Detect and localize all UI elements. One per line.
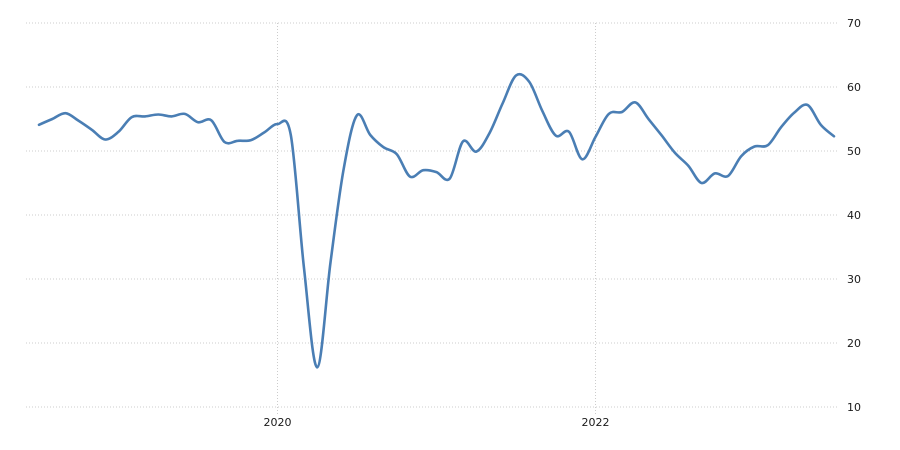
y-axis-label: 20 bbox=[847, 337, 861, 350]
y-axis-label: 60 bbox=[847, 81, 861, 94]
x-axis-label: 2020 bbox=[264, 416, 292, 429]
y-axis-label: 30 bbox=[847, 273, 861, 286]
y-axis-label: 50 bbox=[847, 145, 861, 158]
y-axis-label: 40 bbox=[847, 209, 861, 222]
x-axis-label: 2022 bbox=[582, 416, 610, 429]
y-axis-label: 70 bbox=[847, 17, 861, 30]
series-line bbox=[37, 72, 836, 369]
y-axis-label: 10 bbox=[847, 401, 861, 414]
plot-area[interactable] bbox=[26, 23, 839, 414]
